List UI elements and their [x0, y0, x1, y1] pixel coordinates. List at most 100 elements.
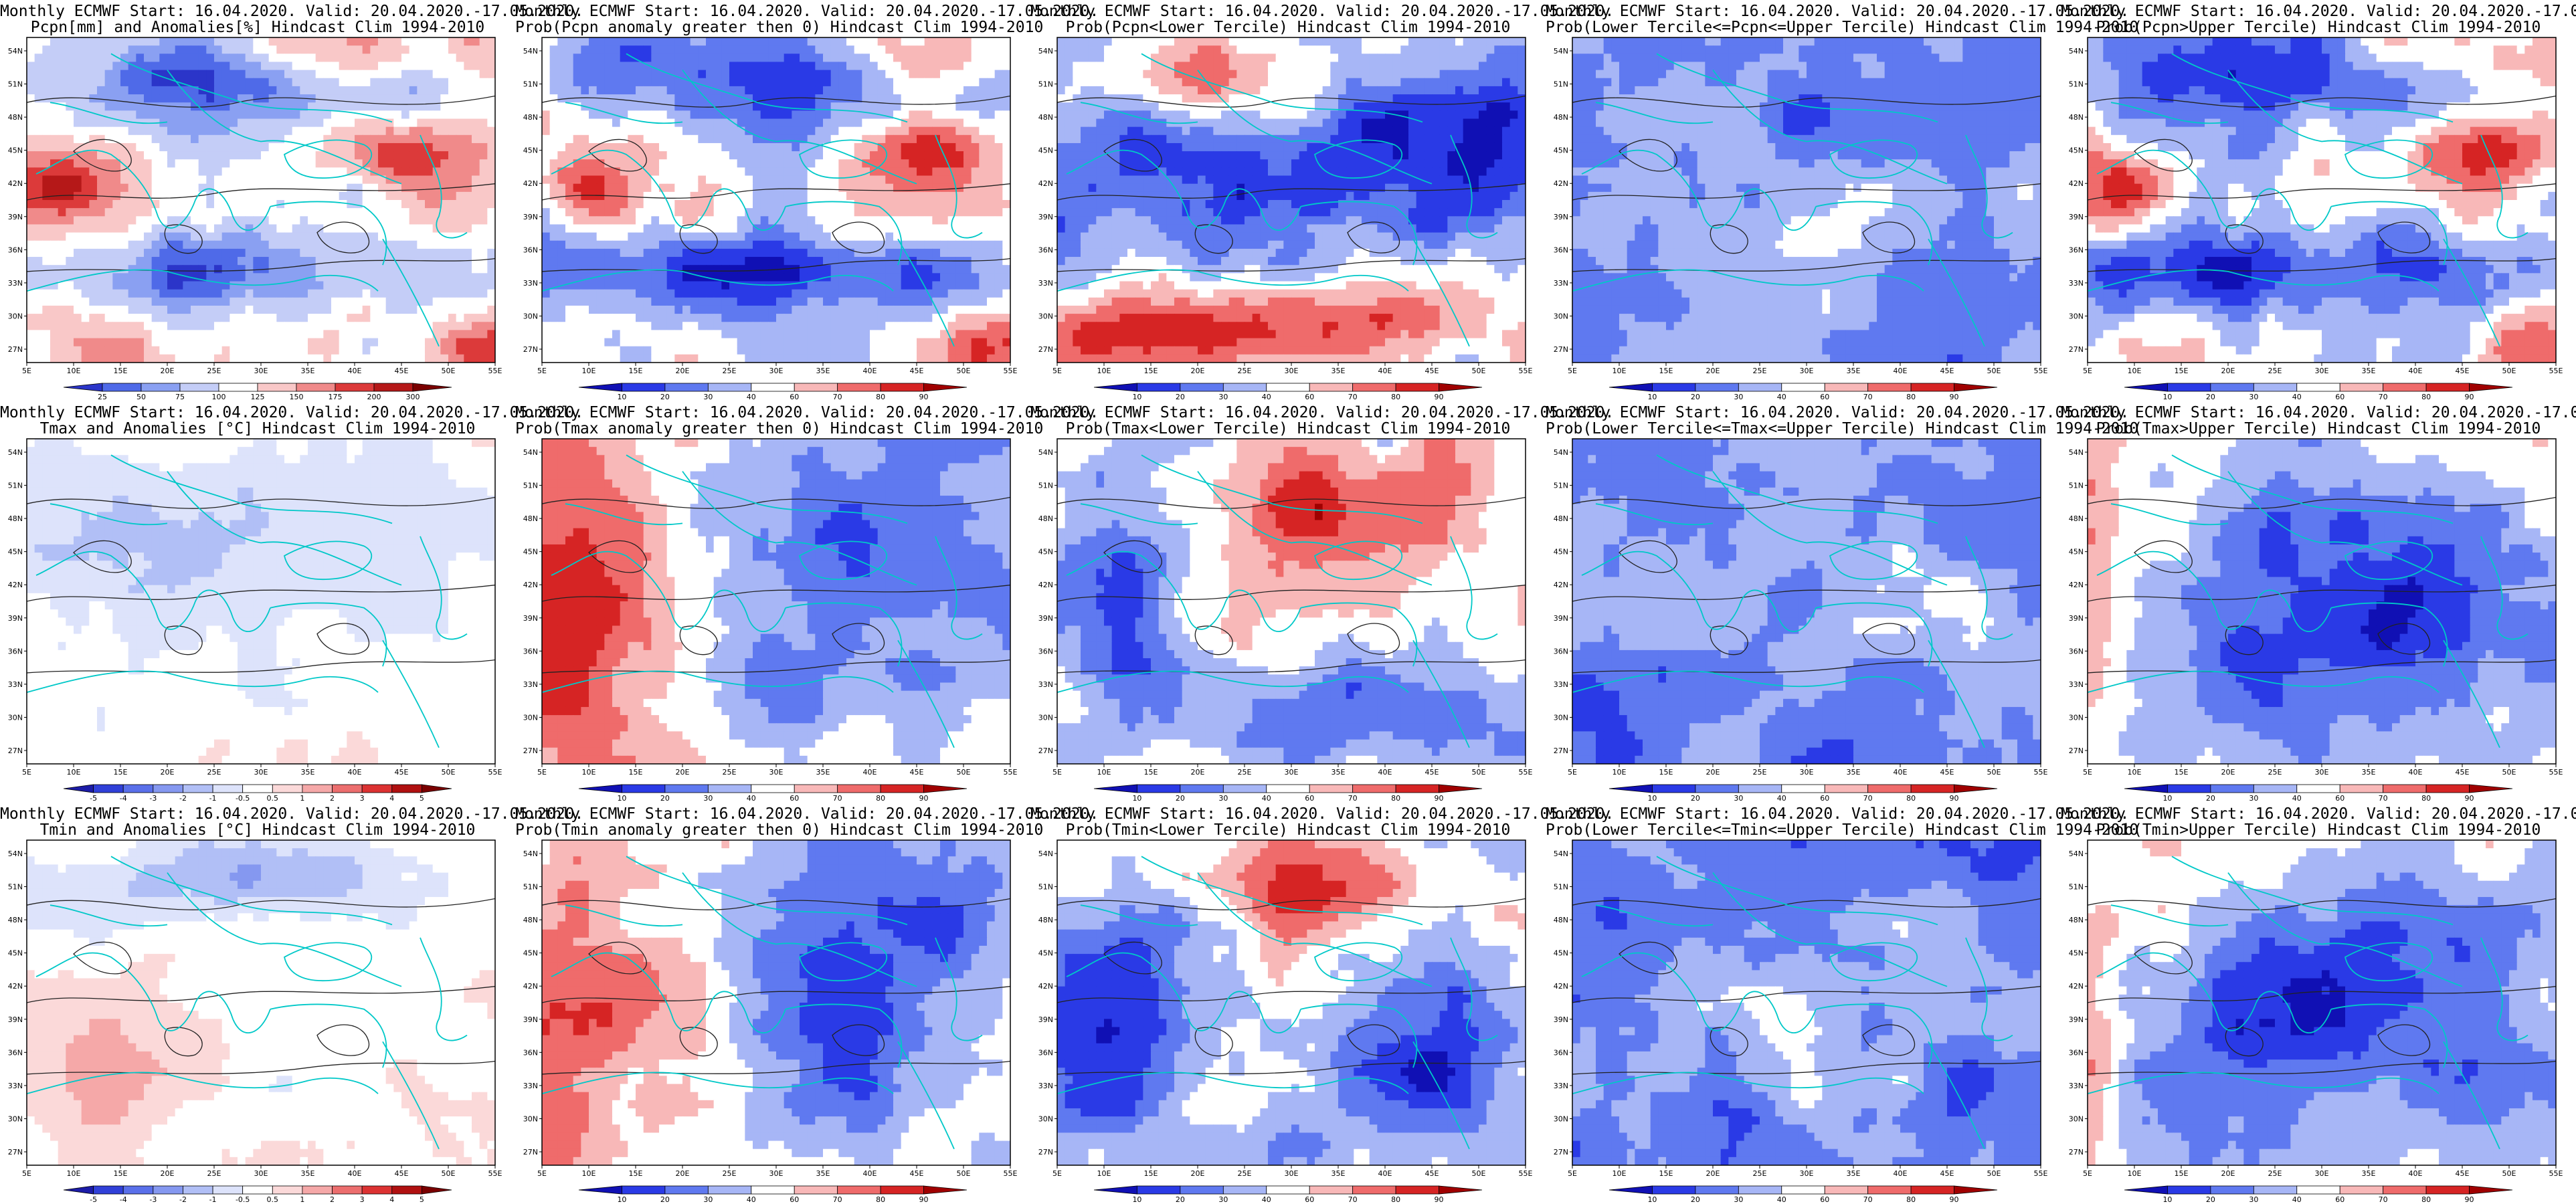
panel-title-line1: Monthly ECMWF Start: 16.04.2020. Valid: …: [2061, 404, 2576, 421]
lat-tick-label: 30N: [2069, 713, 2084, 722]
coastline: [50, 102, 167, 123]
lat-tick-label: 42N: [523, 179, 538, 188]
legend-swatch: [93, 784, 124, 793]
lat-tick-label: 36N: [523, 1048, 538, 1057]
legend-label: 20: [2206, 1195, 2215, 1204]
legend-swatch: [183, 1185, 213, 1195]
contour-line: [542, 1061, 1010, 1074]
legend-swatch: [1309, 383, 1354, 392]
legend-swatch: [1180, 383, 1224, 392]
legend-swatch: [2296, 1185, 2340, 1195]
lon-tick-label: 55E: [1519, 768, 1533, 777]
legend-swatch: [707, 784, 752, 793]
lat-tick-label: 42N: [8, 581, 23, 589]
coastline: [542, 671, 893, 692]
legend-label: 10: [1647, 1195, 1657, 1204]
coastline: [2481, 938, 2528, 1041]
contour-line: [2378, 1025, 2429, 1056]
lat-tick-label: 51N: [523, 482, 538, 490]
lon-tick-label: 40E: [1378, 367, 1392, 375]
contour-line: [1057, 96, 1526, 107]
lon-tick-label: 50E: [2502, 367, 2516, 375]
lon-tick-label: 40E: [863, 367, 877, 375]
coastline: [1830, 942, 1917, 981]
contour-line: [2088, 96, 2556, 107]
lon-tick-label: 5E: [1052, 1169, 1062, 1178]
lon-tick-label: 40E: [348, 367, 362, 375]
color-legend: 10 20 30 40 60 70 80 90: [578, 784, 968, 803]
contour-line: [1863, 623, 1914, 654]
lat-tick-label: 42N: [2069, 179, 2084, 188]
lon-tick-label: 15E: [114, 768, 128, 777]
coastline: [551, 150, 786, 231]
lat-tick-label: 51N: [1038, 883, 1053, 892]
lat-tick-label: 39N: [8, 1015, 23, 1024]
panel-title-line2: Prob(Lower Tercile<=Pcpn<=Upper Tercile)…: [1546, 19, 2138, 36]
legend-swatch: [1439, 784, 1483, 793]
legend-label: 2: [330, 794, 335, 803]
lat-tick-label: 36N: [8, 245, 23, 254]
coastline: [682, 873, 917, 987]
lon-tick-label: 35E: [1847, 1169, 1861, 1178]
lat-tick-label: 45N: [2069, 146, 2084, 155]
lon-tick-label: 45E: [2456, 367, 2470, 375]
lat-tick-label: 27N: [2069, 746, 2084, 755]
legend-swatch: [1309, 784, 1354, 793]
legend-swatch: [2425, 784, 2470, 793]
coastline: [1451, 938, 1497, 1041]
panel-title-line2: Pcpn[mm] and Anomalies[%] Hindcast Clim …: [0, 19, 515, 36]
contour-line: [1572, 660, 2041, 672]
lon-tick-label: 55E: [1004, 768, 1018, 777]
forecast-panel: Monthly ECMWF Start: 16.04.2020. Valid: …: [1546, 401, 2138, 803]
contour-line: [1195, 225, 1232, 254]
lon-tick-label: 35E: [2362, 768, 2376, 777]
contour-line: [27, 184, 495, 200]
contour-line: [1348, 623, 1399, 654]
contour-line: [2088, 1061, 2556, 1074]
panel-title-line2: Prob(Tmin>Upper Tercile) Hindcast Clim 1…: [2061, 821, 2576, 839]
lat-tick-label: 33N: [1554, 680, 1568, 689]
contour-line: [74, 942, 131, 973]
contour-line: [27, 1061, 495, 1074]
lon-tick-label: 30E: [2315, 768, 2329, 777]
legend-swatch: [2469, 383, 2513, 392]
color-legend: 10 20 30 40 60 70 80 90: [1093, 784, 1483, 803]
legend-label: 80: [2421, 794, 2431, 803]
coastline: [1081, 504, 1198, 524]
contour-line: [1057, 184, 1526, 200]
lon-tick-label: 10E: [582, 768, 596, 777]
contour-line: [27, 96, 495, 107]
lat-tick-label: 39N: [523, 1015, 538, 1024]
shaded-field: [1057, 840, 1526, 1165]
forecast-map: 5E 10E 15E 20E 25E 30E 35E 40E 45E 50E 55E 54N 51N 48…: [523, 37, 1018, 401]
color-legend: 10 20 30 40 60 70 80 90: [578, 1185, 968, 1204]
contour-line: [1348, 222, 1399, 253]
legend-swatch: [1222, 784, 1267, 793]
legend-swatch: [242, 1185, 273, 1195]
contour-line: [1619, 139, 1677, 171]
lon-tick-label: 25E: [2268, 768, 2282, 777]
contour-line: [589, 139, 646, 171]
coastline: [36, 552, 270, 632]
legend-label: 80: [1906, 393, 1916, 401]
coastline: [551, 552, 786, 632]
legend-swatch: [578, 784, 622, 793]
coastline: [2097, 150, 2331, 231]
lon-tick-label: 30E: [254, 1169, 268, 1178]
legend-swatch: [332, 1185, 363, 1195]
lon-tick-label: 30E: [1800, 367, 1814, 375]
lat-tick-label: 42N: [8, 179, 23, 188]
legend-swatch: [1738, 784, 1782, 793]
coastline: [1816, 201, 1932, 265]
legend-swatch: [794, 784, 838, 793]
panel-title-line2: Tmin and Anomalies [°C] Hindcast Clim 19…: [0, 821, 515, 839]
coastline: [1413, 1041, 1469, 1148]
legend-label: 40: [747, 794, 756, 803]
shaded-field: [27, 840, 495, 1165]
legend-label: 70: [1348, 393, 1358, 401]
contour-line: [74, 540, 131, 572]
legend-label: 20: [660, 393, 670, 401]
contour-line: [1057, 585, 1526, 601]
color-legend: -5 -4 -3 -2 -1 -0.5 0.5 1 2 3 4 5: [63, 1185, 452, 1204]
lat-tick-label: 48N: [523, 916, 538, 924]
